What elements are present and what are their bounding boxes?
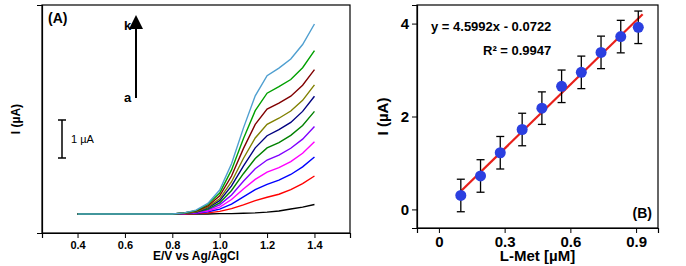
plot-area (455, 11, 643, 212)
annotation: R² = 0.9947 (483, 43, 551, 58)
error-bar-cap (496, 168, 504, 169)
scale-bar-line (61, 120, 63, 158)
annotation: k (124, 18, 132, 33)
axis-line (43, 234, 351, 239)
voltammogram (78, 142, 315, 214)
data-point (455, 190, 466, 201)
tick: 0 (435, 228, 443, 250)
tick-mark (78, 233, 79, 238)
error-bar-cap (518, 145, 526, 146)
scale-bar-label: 1 µA (71, 133, 95, 145)
error-bar-cap (518, 113, 526, 114)
plot-area (78, 24, 315, 214)
data-point (517, 124, 528, 135)
tick: 0 (401, 201, 417, 218)
chart-root: 0.40.60.81.01.21.4E/V vs Ag/AgClI (µA)1 … (0, 0, 686, 266)
data-point (596, 47, 607, 58)
data-point (495, 147, 506, 158)
voltammogram (78, 70, 315, 214)
axis-line (418, 229, 659, 234)
tick-mark (172, 233, 173, 238)
voltammogram (78, 157, 315, 214)
tick: 0.9 (626, 228, 647, 250)
error-bar-cap (577, 55, 585, 56)
tick: 2 (401, 108, 417, 125)
voltammogram (78, 24, 315, 214)
error-bar-cap (457, 211, 465, 212)
error-bar-cap (558, 102, 566, 103)
annotation: (A) (48, 10, 67, 26)
scale-bar-cap (58, 119, 66, 121)
scale-bar: 1 µA (58, 120, 95, 158)
data-point (536, 103, 547, 114)
tick-label: 0 (435, 233, 443, 250)
voltammogram (78, 176, 315, 214)
tick-label: 2 (401, 108, 409, 125)
tick: 1.2 (260, 233, 275, 251)
fit-line (456, 14, 642, 195)
chart-svg: 0.40.60.81.01.21.4E/V vs Ag/AgClI (µA)1 … (0, 0, 686, 266)
data-point (556, 81, 567, 92)
voltammogram (78, 96, 315, 214)
error-bar-cap (617, 52, 625, 53)
error-bar-cap (477, 192, 485, 193)
tick-label: 0 (401, 201, 409, 218)
tick: 4 (401, 15, 417, 32)
tick-label: 1.4 (307, 239, 323, 251)
tick: 0.4 (70, 233, 86, 251)
tick-label: 1.2 (260, 239, 275, 251)
error-bar-cap (634, 43, 642, 44)
error-bar-cap (457, 179, 465, 180)
panel-b: 00.30.60.9024L-Met [µM]I (µA)(B)y = 4.59… (374, 5, 659, 264)
error-bar-cap (477, 159, 485, 160)
error-bar-cap (597, 68, 605, 69)
tick-label: 0.4 (70, 239, 86, 251)
annotation: y = 4.5992x - 0.0722 (431, 19, 551, 34)
error-bar-cap (538, 91, 546, 92)
tick: 1.4 (307, 233, 323, 251)
tick-label: 0.9 (626, 233, 647, 250)
error-bar-cap (617, 20, 625, 21)
x-axis-title: E/V vs Ag/AgCl (153, 249, 239, 263)
data-point (615, 31, 626, 42)
x-axis-title: L-Met [µM] (500, 247, 575, 264)
voltammogram (78, 85, 315, 214)
scale-bar-cap (58, 157, 66, 159)
voltammogram (78, 111, 315, 214)
error-bar-cap (577, 88, 585, 89)
data-point (576, 67, 587, 78)
data-point (633, 22, 644, 33)
tick-label: 4 (401, 15, 410, 32)
y-axis: 0 2 4 (401, 6, 418, 229)
voltammogram (78, 51, 315, 214)
voltammogram (78, 127, 315, 214)
y-axis-title: I (µA) (9, 104, 23, 134)
tick-mark (220, 233, 221, 238)
plot-frame (42, 5, 350, 233)
panel-a: 0.40.60.81.01.21.4E/V vs Ag/AgClI (µA)1 … (9, 5, 351, 263)
tick-mark (125, 233, 126, 238)
y-axis-title: I (µA) (374, 98, 391, 136)
trend-arrow (135, 22, 137, 98)
tick-mark (267, 233, 268, 238)
error-bar-cap (597, 35, 605, 36)
tick-mark (314, 233, 315, 238)
error-bar-cap (496, 136, 504, 137)
tick-label: 0.6 (118, 239, 133, 251)
annotation: (B) (633, 205, 652, 221)
annotation: a (124, 90, 132, 105)
error-bar-cap (634, 10, 642, 11)
tick-mark (412, 24, 417, 25)
plot-frame (417, 5, 658, 228)
tick-mark (412, 117, 417, 118)
error-bar-cap (538, 124, 546, 125)
tick: 0.6 (118, 233, 133, 251)
data-point (475, 170, 486, 181)
tick-mark (412, 209, 417, 210)
error-bar-cap (558, 69, 566, 70)
